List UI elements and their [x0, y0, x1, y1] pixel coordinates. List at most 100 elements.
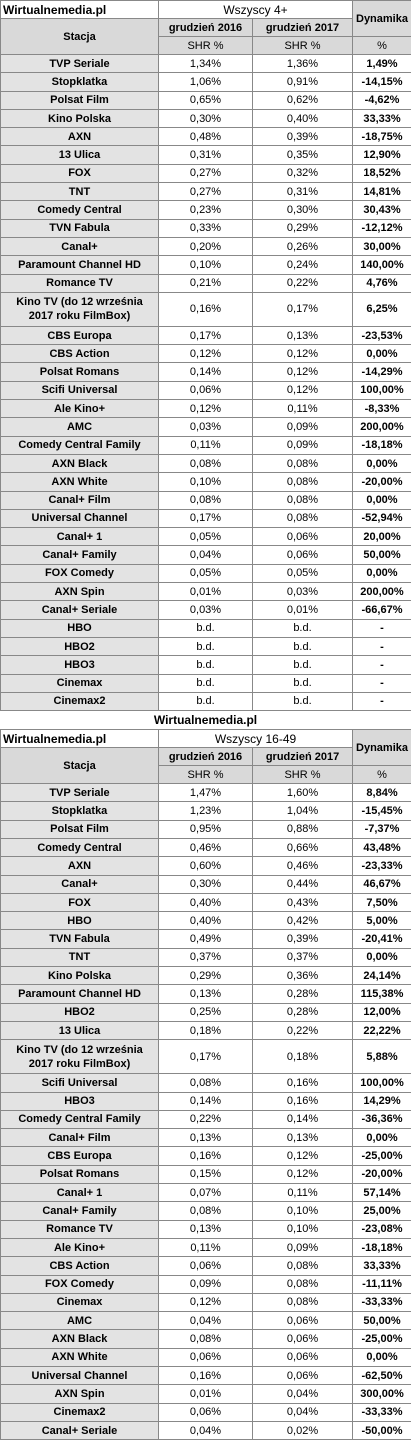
station-name-cell: Stopklatka	[1, 802, 159, 820]
station-name-cell: HBO3	[1, 656, 159, 674]
share-2017-cell: 0,08%	[253, 1257, 353, 1275]
share-2017-cell: 0,06%	[253, 1330, 353, 1348]
table-row: Kino TV (do 12 września 2017 roku FilmBo…	[1, 1040, 411, 1074]
dynamics-cell: -7,37%	[353, 820, 411, 838]
station-name-cell: Scifi Universal	[1, 381, 159, 399]
share-2016-cell: 0,27%	[159, 183, 253, 201]
share-2017-cell: 0,06%	[253, 528, 353, 546]
station-name-cell: TNT	[1, 948, 159, 966]
share-2016-cell: 0,06%	[159, 381, 253, 399]
station-name-cell: Comedy Central Family	[1, 1110, 159, 1128]
share-2017-cell: 0,08%	[253, 1275, 353, 1293]
share-2016-cell: 0,13%	[159, 1129, 253, 1147]
share-2017-cell: 0,91%	[253, 73, 353, 91]
share-2016-cell: 0,14%	[159, 1092, 253, 1110]
station-name-cell: HBO3	[1, 1092, 159, 1110]
dynamics-cell: 50,00%	[353, 546, 411, 564]
share-2016-cell: 0,17%	[159, 1040, 253, 1074]
station-name-cell: Cinemax2	[1, 1403, 159, 1421]
station-name-cell: Canal+ Seriale	[1, 601, 159, 619]
share-2017-cell: 0,01%	[253, 601, 353, 619]
share-2016-cell: 0,07%	[159, 1184, 253, 1202]
station-name-cell: Polsat Romans	[1, 1165, 159, 1183]
dynamics-cell: 8,84%	[353, 784, 411, 802]
share-2017-cell: 0,06%	[253, 1312, 353, 1330]
dynamics-cell: -4,62%	[353, 91, 411, 109]
dynamics-cell: 12,90%	[353, 146, 411, 164]
month-2016-header: grudzień 2016	[159, 19, 253, 37]
dynamics-cell: 100,00%	[353, 381, 411, 399]
dynamics-cell: 5,88%	[353, 1040, 411, 1074]
station-name-cell: Polsat Romans	[1, 363, 159, 381]
station-name-cell: TVP Seriale	[1, 55, 159, 73]
station-name-cell: Kino TV (do 12 września 2017 roku FilmBo…	[1, 1040, 159, 1074]
share-2017-cell: 0,13%	[253, 326, 353, 344]
dynamics-cell: 200,00%	[353, 583, 411, 601]
dynamics-cell: -	[353, 674, 411, 692]
share-2016-cell: 1,06%	[159, 73, 253, 91]
station-name-cell: Universal Channel	[1, 1367, 159, 1385]
share-2016-cell: b.d.	[159, 674, 253, 692]
station-name-cell: AXN	[1, 128, 159, 146]
share-2017-cell: b.d.	[253, 656, 353, 674]
dynamics-cell: -23,33%	[353, 857, 411, 875]
dynamics-cell: -18,18%	[353, 436, 411, 454]
dynamics-cell: 22,22%	[353, 1021, 411, 1039]
share-2016-cell: 0,60%	[159, 857, 253, 875]
dynamics-cell: 25,00%	[353, 1202, 411, 1220]
station-name-cell: Canal+ 1	[1, 1184, 159, 1202]
table-section-all-4plus: Wirtualnemedia.pl Wszyscy 4+ Dynamika St…	[0, 0, 411, 711]
table-section-all-16-49: Wirtualnemedia.pl Wszyscy 16-49 Dynamika…	[0, 729, 411, 1440]
share-2016-cell: 0,16%	[159, 292, 253, 326]
station-name-cell: CBS Europa	[1, 1147, 159, 1165]
dynamics-cell: 0,00%	[353, 564, 411, 582]
share-2016-cell: 0,06%	[159, 1257, 253, 1275]
dynamics-cell: -8,33%	[353, 400, 411, 418]
dynamics-cell: 50,00%	[353, 1312, 411, 1330]
dynamics-cell: 24,14%	[353, 967, 411, 985]
dynamics-cell: -25,00%	[353, 1330, 411, 1348]
share-2017-cell: 0,46%	[253, 857, 353, 875]
dynamics-cell: 33,33%	[353, 109, 411, 127]
dynamics-cell: -	[353, 637, 411, 655]
station-name-cell: CBS Action	[1, 345, 159, 363]
share-2017-cell: 0,39%	[253, 128, 353, 146]
share-2016-cell: 0,25%	[159, 1003, 253, 1021]
share-2017-cell: 0,04%	[253, 1385, 353, 1403]
share-2017-cell: 0,08%	[253, 1293, 353, 1311]
share-2016-cell: 0,10%	[159, 256, 253, 274]
share-2016-cell: b.d.	[159, 692, 253, 710]
dynamics-cell: 46,67%	[353, 875, 411, 893]
share-2016-cell: 0,05%	[159, 564, 253, 582]
dynamics-cell: 57,14%	[353, 1184, 411, 1202]
share-2017-cell: 0,30%	[253, 201, 353, 219]
share-2017-cell: b.d.	[253, 637, 353, 655]
dynamics-cell: -33,33%	[353, 1293, 411, 1311]
station-name-cell: AXN Spin	[1, 1385, 159, 1403]
share-2017-cell: 0,17%	[253, 292, 353, 326]
share-2016-cell: 0,40%	[159, 912, 253, 930]
station-name-cell: HBO2	[1, 637, 159, 655]
share-2016-cell: b.d.	[159, 619, 253, 637]
share-2016-cell: 0,37%	[159, 948, 253, 966]
dynamics-cell: 140,00%	[353, 256, 411, 274]
share-2016-cell: 0,49%	[159, 930, 253, 948]
ratings-table-4plus: Wirtualnemedia.pl Wszyscy 4+ Dynamika St…	[0, 0, 411, 711]
unit-2016-header: SHR %	[159, 766, 253, 784]
station-name-cell: Canal+ Film	[1, 1129, 159, 1147]
